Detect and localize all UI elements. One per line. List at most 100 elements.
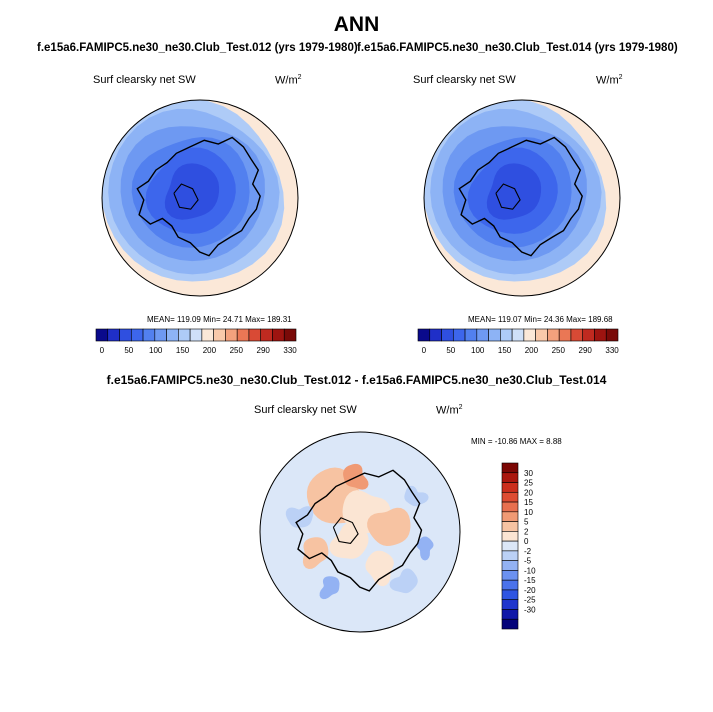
difference-patch-10 bbox=[319, 576, 340, 600]
difference-colorbar-tick-label: 25 bbox=[524, 479, 533, 488]
panel1-map-border bbox=[101, 99, 299, 297]
difference-colorbar-swatch-4 bbox=[501, 501, 519, 513]
panel1-colorbar-swatch-16 bbox=[283, 328, 297, 342]
panel1-colorbar-swatch-14 bbox=[260, 328, 273, 342]
difference-patch-4 bbox=[302, 537, 329, 569]
difference-title: f.e15a6.FAMIPC5.ne30_ne30.Club_Test.012 … bbox=[106, 373, 607, 387]
difference-colorbar-tick-label: 30 bbox=[524, 469, 533, 478]
difference-colorbar-swatch-1 bbox=[501, 472, 519, 483]
difference-colorbar-swatch-9 bbox=[501, 550, 519, 561]
difference-polar-map bbox=[259, 431, 461, 633]
difference-colorbar-swatch-8 bbox=[501, 540, 519, 552]
panel1-units-label: W/m2 bbox=[275, 74, 302, 87]
panel2-units-label: W/m2 bbox=[596, 74, 623, 87]
difference-colorbar-tick-label: -10 bbox=[524, 566, 536, 575]
panel1-colorbar-tick-label: 150 bbox=[176, 346, 190, 355]
panel1-colorbar-tick-label: 50 bbox=[124, 346, 133, 355]
difference-patch-3 bbox=[329, 522, 369, 559]
panel1-colorbar-tick-label: 330 bbox=[283, 346, 297, 355]
difference-colorbar-tick-label: -25 bbox=[524, 596, 536, 605]
difference-colorbar-tick-label: -5 bbox=[524, 557, 532, 566]
panel1-colorbar-swatch-15 bbox=[272, 328, 285, 342]
panel2-colorbar: 0 50 100 150 200 250 290 330 bbox=[417, 328, 619, 355]
diff-stats: MIN = -10.86 MAX = 8.88 bbox=[471, 437, 562, 446]
difference-colorbar-swatch-14 bbox=[501, 599, 519, 610]
panel1-colorbar-swatch-3 bbox=[130, 328, 144, 342]
figure-title: ANN bbox=[333, 13, 380, 36]
panel1-colorbar-swatch-7 bbox=[178, 328, 191, 342]
panel2-colorbar-tick-label: 330 bbox=[605, 346, 619, 355]
panel2-colorbar-tick-label: 200 bbox=[525, 346, 539, 355]
panel2-colorbar-tick-label: 290 bbox=[579, 346, 593, 355]
difference-colorbar-swatch-15 bbox=[501, 609, 519, 620]
difference-colorbar-swatch-16 bbox=[501, 618, 519, 630]
panel1-variable-label: Surf clearsky net SW bbox=[93, 74, 196, 86]
difference-patch-9 bbox=[389, 568, 418, 594]
difference-colorbar-tick-label: 5 bbox=[524, 518, 529, 527]
panel2-colorbar-swatch-8 bbox=[511, 328, 525, 342]
difference-map-border bbox=[259, 431, 461, 633]
panel1-colorbar-swatch-11 bbox=[225, 328, 238, 342]
panel2-polar-map bbox=[423, 99, 621, 297]
panel1-colorbar-tick-label: 100 bbox=[149, 346, 163, 355]
panel2-colorbar-swatch-14 bbox=[582, 328, 595, 342]
panel2-colorbar-swatch-6 bbox=[488, 328, 501, 342]
panel2-greenland-outline bbox=[495, 183, 521, 210]
difference-greenland-outline bbox=[332, 517, 359, 544]
difference-colorbar-swatch-2 bbox=[501, 482, 519, 493]
panel2-colorbar-swatch-15 bbox=[594, 328, 607, 342]
panel2-colorbar-swatch-13 bbox=[570, 328, 584, 342]
difference-colorbar-tick-label: -15 bbox=[524, 576, 536, 585]
panel2-colorbar-swatch-10 bbox=[535, 328, 548, 342]
panel2-map-border bbox=[423, 99, 621, 297]
difference-patch-5 bbox=[365, 550, 394, 587]
panel2-case-title: f.e15a6.FAMIPC5.ne30_ne30.Club_Test.014 … bbox=[357, 42, 678, 54]
difference-colorbar-swatch-6 bbox=[501, 521, 519, 532]
panel1-colorbar-swatch-4 bbox=[142, 328, 156, 342]
panel2-colorbar-tick-label: 150 bbox=[498, 346, 512, 355]
difference-colorbar-swatch-3 bbox=[501, 491, 519, 503]
panel2-coastline bbox=[458, 136, 583, 257]
panel1-colorbar-tick-label: 0 bbox=[100, 346, 105, 355]
panel1-colorbar: 0 50 100 150 200 250 290 330 bbox=[95, 328, 297, 355]
difference-colorbar-tick-label: 15 bbox=[524, 498, 533, 507]
difference-colorbar-tick-label: 2 bbox=[524, 527, 529, 536]
panel1-colorbar-swatch-8 bbox=[189, 328, 203, 342]
difference-colorbar-tick-label: -20 bbox=[524, 586, 536, 595]
panel1-colorbar-swatch-12 bbox=[236, 328, 250, 342]
difference-colorbar-tick-label: 10 bbox=[524, 508, 533, 517]
difference-patch-7 bbox=[404, 485, 429, 507]
panel2-colorbar-swatch-2 bbox=[441, 328, 454, 342]
difference-colorbar-swatch-10 bbox=[501, 560, 519, 571]
difference-patch-2 bbox=[367, 507, 411, 546]
panel2-colorbar-tick-label: 0 bbox=[422, 346, 427, 355]
panel2-colorbar-swatch-0 bbox=[417, 328, 431, 342]
difference-patch-8 bbox=[285, 506, 314, 528]
panel2-colorbar-tick-label: 100 bbox=[471, 346, 485, 355]
panel1-colorbar-swatch-13 bbox=[248, 328, 262, 342]
panel2-colorbar-swatch-12 bbox=[558, 328, 572, 342]
panel2-colorbar-swatch-7 bbox=[500, 328, 513, 342]
panel1-stats: MEAN= 119.09 Min= 24.71 Max= 189.31 bbox=[147, 315, 292, 324]
difference-coastline bbox=[295, 469, 423, 592]
panel2-colorbar-tick-label: 250 bbox=[552, 346, 566, 355]
panel1-colorbar-swatch-9 bbox=[201, 328, 214, 342]
panel1-colorbar-swatch-5 bbox=[154, 328, 167, 342]
panel1-colorbar-swatch-10 bbox=[213, 328, 226, 342]
panel1-coastline bbox=[136, 136, 261, 257]
panel2-stats: MEAN= 119.07 Min= 24.36 Max= 189.68 bbox=[468, 315, 613, 324]
diff-variable-label: Surf clearsky net SW bbox=[254, 404, 357, 416]
difference-colorbar-swatch-5 bbox=[501, 511, 519, 522]
difference-colorbar-swatch-7 bbox=[501, 531, 519, 542]
difference-colorbar-swatch-11 bbox=[501, 570, 519, 581]
panel2-colorbar-swatch-16 bbox=[605, 328, 619, 342]
difference-colorbar-tick-label: 0 bbox=[524, 537, 529, 546]
panel1-colorbar-tick-label: 200 bbox=[203, 346, 217, 355]
difference-colorbar-swatch-12 bbox=[501, 579, 519, 591]
panel1-colorbar-tick-label: 290 bbox=[257, 346, 271, 355]
panel1-colorbar-swatch-1 bbox=[107, 328, 120, 342]
difference-colorbar-tick-label: -2 bbox=[524, 547, 532, 556]
panel2-colorbar-swatch-5 bbox=[476, 328, 489, 342]
difference-patch-11 bbox=[416, 536, 434, 561]
